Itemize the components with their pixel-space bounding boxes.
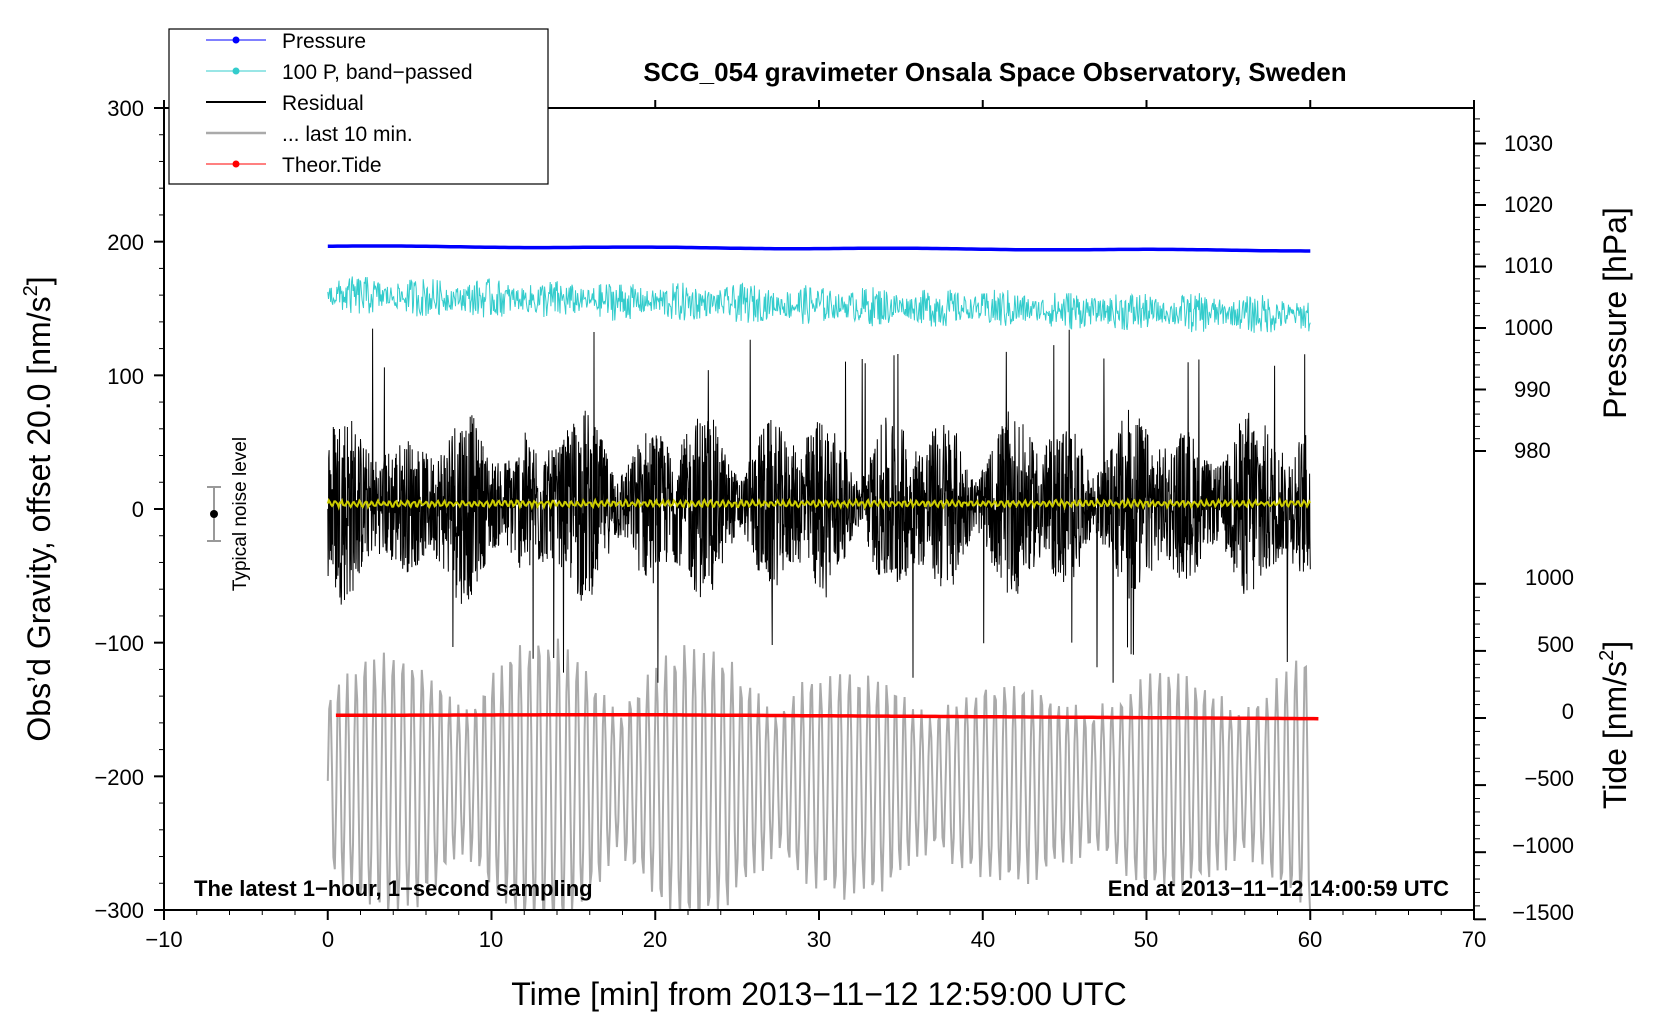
legend: Pressure 100 P, band−passed Residual ...… — [168, 28, 549, 185]
series-residual — [327, 328, 1311, 683]
pressure-tick-labels: 1030 1020 1010 1000 990 980 — [1504, 131, 1553, 463]
tide-axis-title-close: ] — [1597, 641, 1633, 650]
legend-label: 100 P, band−passed — [282, 61, 473, 84]
y-axis-title: Obs’d Gravity, offset 20.0 [nm/s2] — [20, 276, 57, 741]
y-tick-label: −300 — [94, 898, 144, 923]
y-tick-label: 100 — [107, 364, 144, 389]
tide-axis-title: Tide [nm/s2] — [1596, 641, 1633, 809]
tide-tick-label: −1500 — [1512, 900, 1574, 925]
tide-tick-label: −500 — [1524, 766, 1574, 791]
tide-axis-title-sup: 2 — [1596, 650, 1618, 661]
legend-label: Residual — [282, 92, 364, 115]
x-axis-title: Time [min] from 2013−11−12 12:59:00 UTC — [511, 976, 1126, 1012]
legend-label: Pressure — [282, 30, 366, 53]
series-residual-smoothed — [326, 496, 1312, 511]
y-axis-title-sup: 2 — [20, 285, 42, 296]
x-tick-label: 20 — [643, 927, 667, 952]
chart-title: SCG_054 gravimeter Onsala Space Observat… — [643, 57, 1346, 87]
noise-level-indicator: Typical noise level — [207, 437, 251, 591]
legend-box — [168, 28, 549, 185]
noise-dot — [210, 510, 218, 518]
tide-tick-label: 500 — [1537, 632, 1574, 657]
tide-tick-labels: 1000 500 0 −500 −1000 −1500 — [1512, 565, 1574, 925]
legend-marker-pressure — [232, 36, 240, 44]
pressure-tick-label: 1020 — [1504, 192, 1553, 217]
x-tick-label: 70 — [1462, 927, 1486, 952]
legend-marker-band-passed — [232, 67, 240, 75]
pressure-tick-label: 990 — [1514, 377, 1551, 402]
x-tick-label: 0 — [322, 927, 334, 952]
legend-label: ... last 10 min. — [282, 123, 413, 146]
x-tick-labels: −10 0 10 20 30 40 50 60 70 — [145, 927, 1486, 952]
tide-tick-label: 1000 — [1525, 565, 1574, 590]
legend-entry-last-10-min: ... last 10 min. — [206, 123, 413, 146]
series-layer — [326, 244, 1319, 909]
x-tick-label: 30 — [807, 927, 831, 952]
legend-entry-band-passed: 100 P, band−passed — [206, 61, 473, 84]
legend-entry-pressure: Pressure — [206, 30, 366, 53]
pressure-tick-label: 1000 — [1504, 315, 1553, 340]
pressure-tick-label: 1030 — [1504, 131, 1553, 156]
series-last-10-min — [326, 638, 1311, 909]
legend-entry-theor-tide: Theor.Tide — [206, 154, 382, 177]
series-band-passed — [327, 276, 1311, 333]
x-tick-label: 10 — [479, 927, 503, 952]
tide-axis-title-main: Tide [nm/s — [1597, 661, 1633, 809]
annotation-sampling: The latest 1−hour, 1−second sampling — [194, 876, 593, 901]
y-tick-label: −100 — [94, 631, 144, 656]
y-axis-title-main: Obs’d Gravity, offset 20.0 [nm/s — [21, 296, 57, 741]
series-pressure — [327, 244, 1311, 253]
x-tick-label: 60 — [1298, 927, 1322, 952]
y-axis-title-close: ] — [21, 276, 57, 285]
x-tick-label: −10 — [145, 927, 182, 952]
x-tick-label: 40 — [971, 927, 995, 952]
annotation-end-time: End at 2013−11−12 14:00:59 UTC — [1108, 876, 1449, 901]
y-tick-label: −200 — [94, 765, 144, 790]
noise-label: Typical noise level — [230, 437, 251, 591]
legend-marker-theor-tide — [232, 160, 240, 168]
x-tick-label: 50 — [1134, 927, 1158, 952]
tide-tick-label: −1000 — [1512, 833, 1574, 858]
y-tick-labels: 300 200 100 0 −100 −200 −300 — [94, 96, 144, 923]
pressure-tick-label: 980 — [1514, 438, 1551, 463]
pressure-tick-label: 1010 — [1504, 253, 1553, 278]
y-tick-label: 0 — [132, 497, 144, 522]
y-tick-label: 300 — [107, 96, 144, 121]
legend-entry-residual: Residual — [206, 92, 364, 115]
pressure-axis-title: Pressure [hPa] — [1597, 207, 1633, 419]
y-tick-label: 200 — [107, 230, 144, 255]
series-theor-tide — [335, 712, 1319, 721]
legend-label: Theor.Tide — [282, 154, 382, 177]
tide-tick-label: 0 — [1562, 699, 1574, 724]
